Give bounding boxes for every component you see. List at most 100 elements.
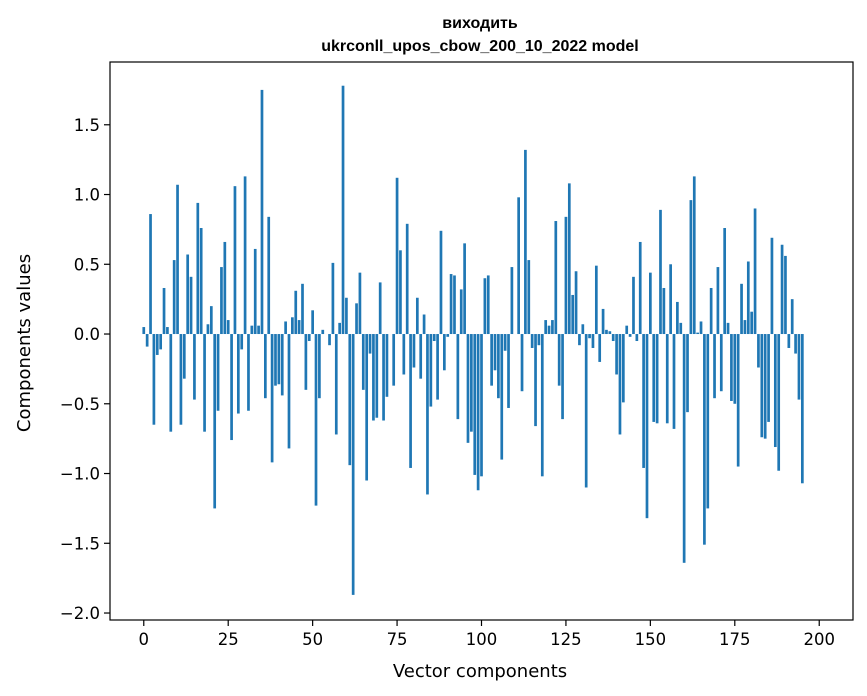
bar-13 xyxy=(186,254,190,335)
x-tick-label: 50 xyxy=(302,630,323,649)
bar-114 xyxy=(527,260,531,335)
bar-9 xyxy=(172,260,176,335)
bar-12 xyxy=(182,334,186,379)
bar-162 xyxy=(689,200,693,335)
bar-96 xyxy=(466,334,470,443)
bar-33 xyxy=(253,248,257,335)
bar-111 xyxy=(517,197,520,335)
x-tick-label: 125 xyxy=(550,630,582,649)
x-tick-label: 150 xyxy=(635,630,667,649)
bar-98 xyxy=(473,334,477,475)
bar-195 xyxy=(800,334,804,484)
bar-87 xyxy=(436,334,439,400)
bar-120 xyxy=(547,325,551,335)
bar-181 xyxy=(753,208,757,335)
bar-169 xyxy=(713,334,716,399)
bar-17 xyxy=(199,228,203,335)
bar-130 xyxy=(581,324,585,335)
bar-7 xyxy=(166,327,169,335)
bar-145 xyxy=(632,276,635,335)
bar-46 xyxy=(297,320,301,335)
bar-109 xyxy=(510,267,514,335)
bar-37 xyxy=(267,216,271,335)
bar-144 xyxy=(628,334,632,337)
bar-193 xyxy=(794,334,797,354)
bar-92 xyxy=(453,275,456,335)
bar-180 xyxy=(750,311,754,335)
bar-93 xyxy=(456,334,460,420)
bar-125 xyxy=(564,216,568,335)
bar-152 xyxy=(655,334,659,424)
bar-71 xyxy=(382,334,385,421)
bar-62 xyxy=(351,334,355,595)
bar-18 xyxy=(203,334,206,432)
bar-103 xyxy=(490,334,493,386)
bar-27 xyxy=(233,186,237,335)
bar-129 xyxy=(578,334,581,346)
bar-3 xyxy=(152,334,156,425)
bar-113 xyxy=(524,149,527,335)
x-tick-label: 75 xyxy=(387,630,408,649)
bar-67 xyxy=(368,334,372,354)
bar-60 xyxy=(345,297,348,335)
plot-frame xyxy=(109,61,854,621)
bar-102 xyxy=(486,275,490,335)
bar-23 xyxy=(220,267,223,335)
bar-134 xyxy=(594,265,598,335)
bar-192 xyxy=(790,299,794,335)
bar-182 xyxy=(757,334,760,368)
bar-14 xyxy=(189,276,193,335)
bar-175 xyxy=(733,334,737,404)
bar-116 xyxy=(534,334,537,427)
bar-122 xyxy=(554,221,558,335)
bar-117 xyxy=(537,334,541,346)
bar-185 xyxy=(767,334,770,422)
bar-53 xyxy=(321,329,325,335)
bar-178 xyxy=(743,320,747,335)
bar-59 xyxy=(341,85,345,335)
bar-176 xyxy=(736,334,740,467)
bar-80 xyxy=(412,334,416,368)
bar-61 xyxy=(348,334,352,466)
bar-79 xyxy=(409,334,412,468)
bar-168 xyxy=(709,287,713,335)
bar-34 xyxy=(257,325,260,335)
bar-41 xyxy=(280,334,284,396)
bar-20 xyxy=(209,306,213,335)
bar-68 xyxy=(372,334,375,421)
bar-70 xyxy=(378,282,382,335)
bar-158 xyxy=(676,301,679,335)
bar-159 xyxy=(679,322,683,335)
bar-30 xyxy=(243,176,247,335)
bar-143 xyxy=(625,325,629,335)
bar-19 xyxy=(206,324,210,335)
bar-191 xyxy=(787,334,791,348)
x-tick-label: 200 xyxy=(803,630,835,649)
bar-183 xyxy=(760,334,764,438)
bar-6 xyxy=(162,287,166,335)
bar-84 xyxy=(426,334,429,495)
bar-108 xyxy=(507,334,510,408)
y-tick-label: −1.0 xyxy=(60,465,100,484)
bar-106 xyxy=(500,334,504,460)
bar-156 xyxy=(669,264,672,335)
bar-172 xyxy=(723,228,727,335)
bar-57 xyxy=(334,334,338,435)
bar-107 xyxy=(503,334,507,351)
bar-65 xyxy=(361,334,365,390)
bar-149 xyxy=(645,334,649,519)
bar-66 xyxy=(365,334,369,481)
bar-43 xyxy=(287,334,291,449)
bar-148 xyxy=(642,334,645,468)
bar-150 xyxy=(649,272,652,335)
bar-10 xyxy=(176,184,179,335)
bar-124 xyxy=(561,334,564,420)
bar-155 xyxy=(665,334,669,424)
bar-78 xyxy=(405,223,409,335)
bar-121 xyxy=(551,320,554,335)
y-axis-ticks: −2.0 −1.5 −1.0 −0.5 0.0 0.5 1.0 1.5 xyxy=(60,116,110,623)
bar-187 xyxy=(773,334,777,448)
chart-title: виходить xyxy=(442,15,518,32)
bar-157 xyxy=(672,334,676,429)
chart-subtitle: ukrconll_upos_cbow_200_10_2022 model xyxy=(321,38,638,55)
